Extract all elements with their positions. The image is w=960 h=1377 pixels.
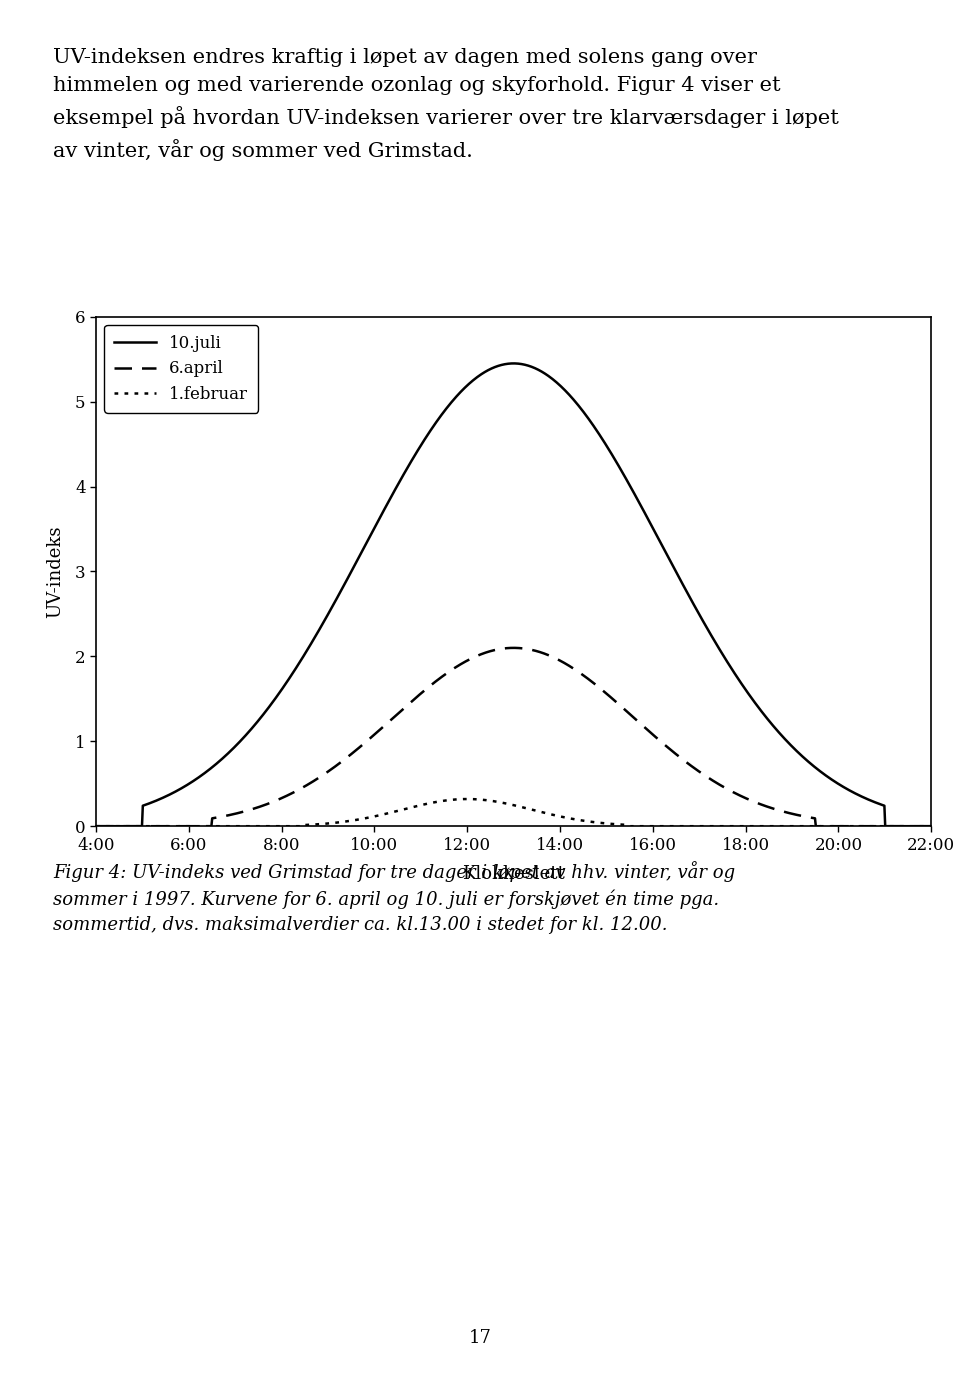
1.februar	[742, 818, 754, 834]
6.april	[742, 790, 754, 807]
1.februar	[664, 818, 676, 834]
6.april	[176, 818, 187, 834]
10.juli	[90, 818, 102, 834]
10.juli	[508, 355, 519, 372]
6.april	[458, 654, 469, 671]
1.februar	[428, 795, 440, 811]
Text: UV-indeksen endres kraftig i løpet av dagen med solens gang over
himmelen og med: UV-indeksen endres kraftig i løpet av da…	[53, 48, 839, 161]
1.februar	[90, 818, 102, 834]
10.juli	[664, 554, 676, 570]
6.april	[757, 797, 769, 814]
10.juli	[757, 705, 769, 722]
Line: 1.februar: 1.februar	[96, 799, 931, 826]
Line: 6.april: 6.april	[96, 649, 931, 826]
1.februar	[757, 818, 769, 834]
1.februar	[925, 818, 937, 834]
Y-axis label: UV-indeks: UV-indeks	[46, 525, 64, 618]
10.juli	[742, 684, 754, 701]
Line: 10.juli: 10.juli	[96, 364, 931, 826]
10.juli	[458, 380, 469, 397]
1.februar	[176, 818, 187, 834]
10.juli	[428, 417, 440, 434]
1.februar	[462, 790, 473, 807]
6.april	[508, 640, 519, 657]
6.april	[925, 818, 937, 834]
6.april	[664, 741, 676, 757]
1.februar	[458, 790, 469, 807]
Legend: 10.juli, 6.april, 1.februar: 10.juli, 6.april, 1.februar	[105, 325, 258, 413]
Text: Figur 4: UV-indeks ved Grimstad for tre dager i løpet av hhv. vinter, vår og
som: Figur 4: UV-indeks ved Grimstad for tre …	[53, 861, 735, 934]
6.april	[428, 675, 440, 691]
6.april	[90, 818, 102, 834]
X-axis label: Klokkeslett: Klokkeslett	[462, 865, 565, 883]
10.juli	[176, 781, 187, 797]
10.juli	[925, 818, 937, 834]
Text: 17: 17	[468, 1329, 492, 1348]
